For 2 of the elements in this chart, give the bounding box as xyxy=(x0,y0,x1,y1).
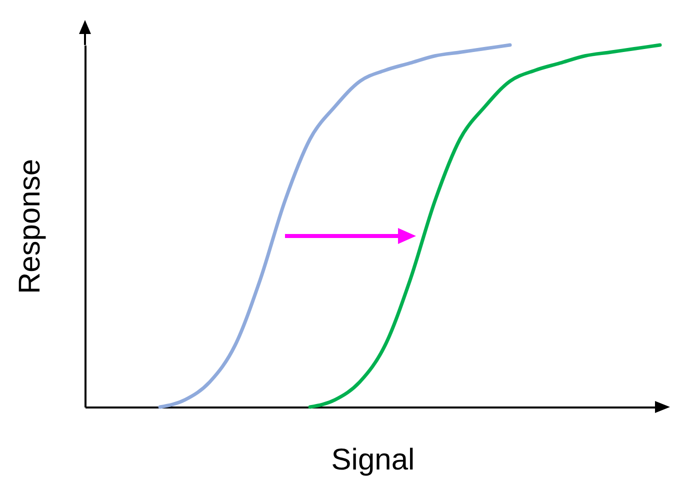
x-axis-title: Signal xyxy=(331,444,415,476)
y-axis-title: Response xyxy=(14,158,46,294)
